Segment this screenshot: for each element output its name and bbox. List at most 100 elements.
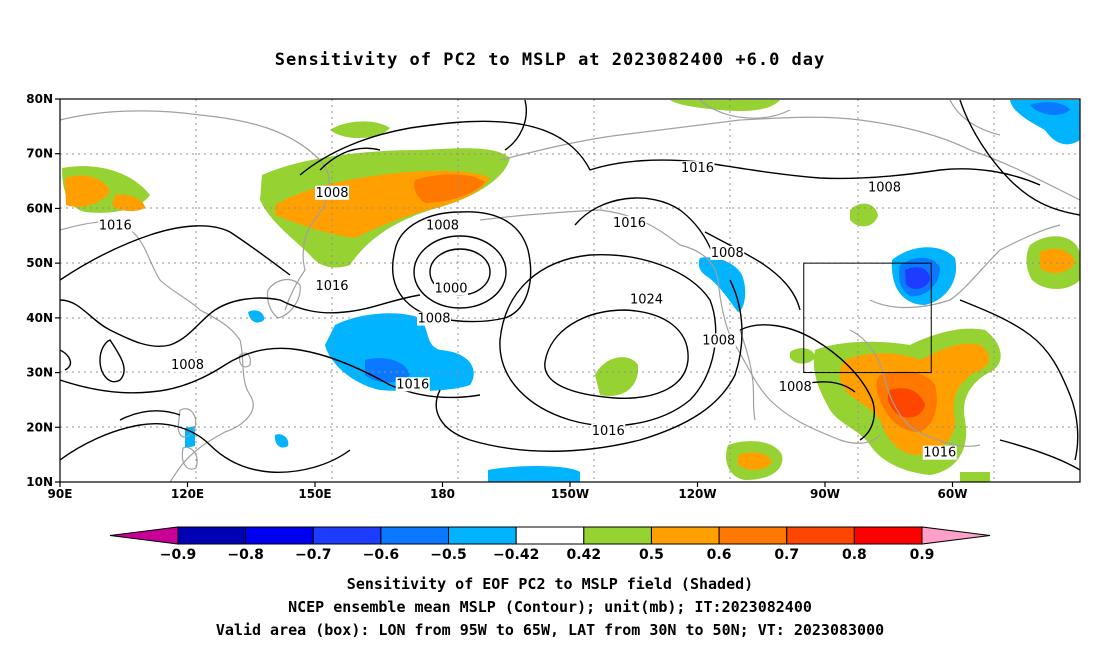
latitude-axis: 80N 70N 60N 50N 40N 30N 20N 10N bbox=[26, 92, 60, 489]
contour-label-bg bbox=[315, 185, 349, 200]
contour-label: 1016 bbox=[315, 279, 348, 294]
contour-label: 1016 bbox=[99, 219, 132, 234]
positive-region bbox=[960, 472, 990, 482]
positive-region bbox=[112, 194, 145, 212]
contour-label: 1016 bbox=[592, 424, 625, 439]
colorbar-label: 0.9 bbox=[910, 547, 935, 563]
colorbar-high-triangle bbox=[921, 526, 991, 545]
lat-label: 30N bbox=[26, 366, 53, 380]
footer-line-1: Sensitivity of EOF PC2 to MSLP field (Sh… bbox=[346, 575, 754, 593]
colorbar-swatch bbox=[380, 526, 450, 545]
contour-label-bg bbox=[867, 180, 902, 195]
lat-label: 10N bbox=[26, 475, 53, 489]
positive-region bbox=[1040, 248, 1075, 274]
colorbar-swatch bbox=[650, 526, 720, 545]
colorbar-swatch bbox=[177, 526, 247, 545]
contour-label: 1016 bbox=[396, 377, 429, 392]
contour-label: 1016 bbox=[681, 161, 714, 176]
contour-label: 1008 bbox=[702, 333, 735, 348]
positive-region bbox=[738, 452, 772, 470]
contour-label: 1008 bbox=[171, 358, 204, 373]
valid-area-box bbox=[803, 262, 932, 374]
contour-label: 1016 bbox=[923, 446, 956, 461]
colorbar-label: 0.5 bbox=[639, 547, 664, 563]
positive-region bbox=[670, 100, 780, 111]
colorbar-swatch bbox=[448, 526, 517, 545]
contour-label: 1024 bbox=[630, 292, 663, 307]
colorbar-swatch bbox=[786, 526, 855, 545]
shaded-sensitivity bbox=[62, 100, 1080, 482]
negative-region bbox=[488, 466, 580, 482]
positive-region bbox=[790, 348, 815, 364]
contour-label-bg bbox=[170, 358, 205, 373]
lat-label: 40N bbox=[26, 311, 53, 325]
longitude-axis: 90E 120E 150E 180 150W 120W 90W 60W bbox=[48, 482, 968, 501]
positive-region bbox=[65, 175, 110, 207]
contour-label: 1008 bbox=[868, 180, 901, 195]
lon-label: 180 bbox=[430, 487, 455, 501]
positive-region bbox=[330, 121, 390, 139]
map-title: Sensitivity of PC2 to MSLP at 2023082400… bbox=[274, 50, 826, 70]
contour-label-bg bbox=[395, 377, 430, 392]
lon-label: 120E bbox=[171, 487, 204, 501]
contour-label-bg bbox=[425, 218, 460, 233]
lon-label: 150W bbox=[551, 487, 589, 501]
negative-region bbox=[905, 267, 930, 289]
contour-label: 1008 bbox=[711, 246, 744, 261]
lat-lon-grid bbox=[60, 99, 1080, 482]
lon-label: 120W bbox=[678, 487, 716, 501]
colorbar-label: −0.5 bbox=[430, 547, 467, 563]
lat-label: 60N bbox=[26, 201, 53, 215]
contour-label-bg bbox=[701, 333, 736, 348]
contour-label-bg bbox=[98, 218, 133, 233]
positive-region bbox=[850, 203, 878, 227]
lon-label: 150E bbox=[298, 487, 331, 501]
contour-label: 1008 bbox=[426, 219, 459, 234]
negative-region bbox=[274, 434, 289, 448]
colorbar-label: 0.42 bbox=[567, 547, 602, 563]
contour-label-bg bbox=[710, 245, 745, 260]
colorbar-label: 0.6 bbox=[707, 547, 732, 563]
contour-label-bg bbox=[922, 445, 957, 460]
contour-label: 1008 bbox=[315, 186, 348, 201]
contour-label-bg bbox=[612, 215, 647, 230]
colorbar: −0.9 −0.8 −0.7 −0.6 −0.5 −0.42 0.42 0.5 0.6 0.7 0.… bbox=[109, 526, 991, 563]
colorbar-swatch bbox=[718, 526, 788, 545]
colorbar-label: −0.42 bbox=[493, 547, 539, 563]
lon-label: 60W bbox=[938, 487, 968, 501]
contour-label: 1000 bbox=[434, 282, 467, 297]
positive-region bbox=[413, 174, 485, 203]
negative-region bbox=[325, 313, 474, 392]
lat-label: 80N bbox=[26, 92, 53, 106]
colorbar-label: −0.9 bbox=[160, 547, 197, 563]
contour-label-bg bbox=[778, 379, 813, 394]
colorbar-label: −0.7 bbox=[295, 547, 332, 563]
colorbar-swatch bbox=[853, 526, 923, 545]
negative-region bbox=[365, 358, 410, 383]
positive-region bbox=[595, 357, 639, 396]
footer-line-3: Valid area (box): LON from 95W to 65W, L… bbox=[215, 621, 885, 639]
colorbar-label: 0.8 bbox=[842, 547, 867, 563]
lon-label: 90W bbox=[810, 487, 840, 501]
colorbar-swatch bbox=[515, 526, 585, 545]
contour-label-bg bbox=[629, 292, 664, 307]
colorbar-label: −0.6 bbox=[363, 547, 400, 563]
contour-labels: 1008 1016 1008 1016 1016 1008 1008 1016 1000 1008… bbox=[98, 161, 957, 461]
lat-label: 70N bbox=[26, 147, 53, 161]
colorbar-swatch bbox=[245, 526, 314, 545]
colorbar-swatch bbox=[583, 526, 652, 545]
contour-label-bg bbox=[591, 423, 626, 438]
colorbar-label: 0.7 bbox=[774, 547, 799, 563]
colorbar-swatch bbox=[312, 526, 382, 545]
negative-region bbox=[698, 257, 746, 312]
contour-label-bg bbox=[680, 161, 715, 176]
contour-label: 1008 bbox=[779, 380, 812, 395]
contour-label-bg bbox=[315, 278, 349, 293]
contour-label: 1008 bbox=[417, 312, 450, 327]
colorbar-label: −0.8 bbox=[227, 547, 264, 563]
footer-line-2: NCEP ensemble mean MSLP (Contour); unit(… bbox=[288, 598, 812, 616]
negative-region bbox=[248, 310, 265, 323]
coastlines bbox=[60, 99, 1080, 482]
lon-label: 90E bbox=[48, 487, 73, 501]
